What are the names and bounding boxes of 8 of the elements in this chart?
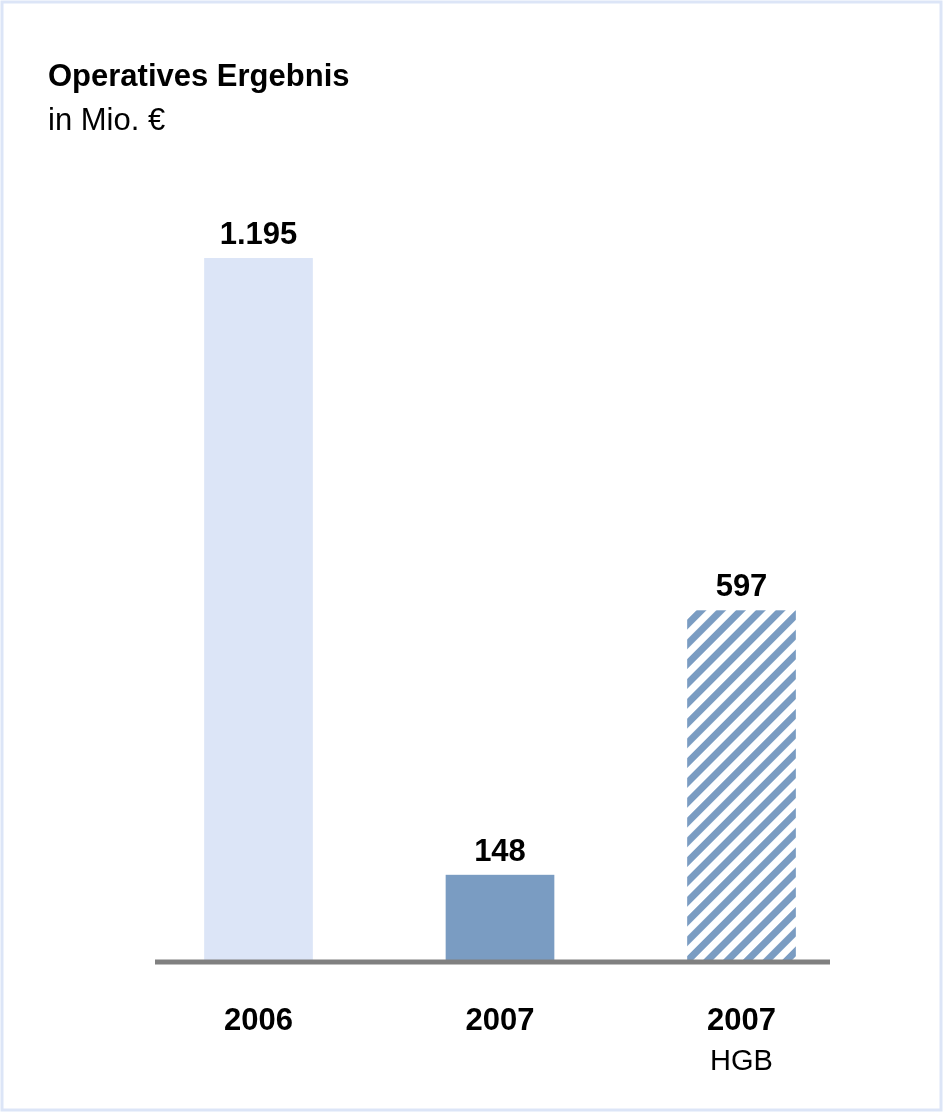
x-tick-label: 2007 HGB [707, 1002, 776, 1076]
data-label: 148 [474, 832, 526, 868]
chart-title: Operatives Ergebnis [48, 58, 350, 93]
x-tick-label: 2007 [465, 1002, 535, 1037]
x-tick-label: 2006 [224, 1002, 293, 1037]
chart-subtitle: in Mio. € [48, 102, 166, 137]
data-label: 1.195 [219, 216, 298, 251]
data-label: 597 [715, 568, 768, 604]
